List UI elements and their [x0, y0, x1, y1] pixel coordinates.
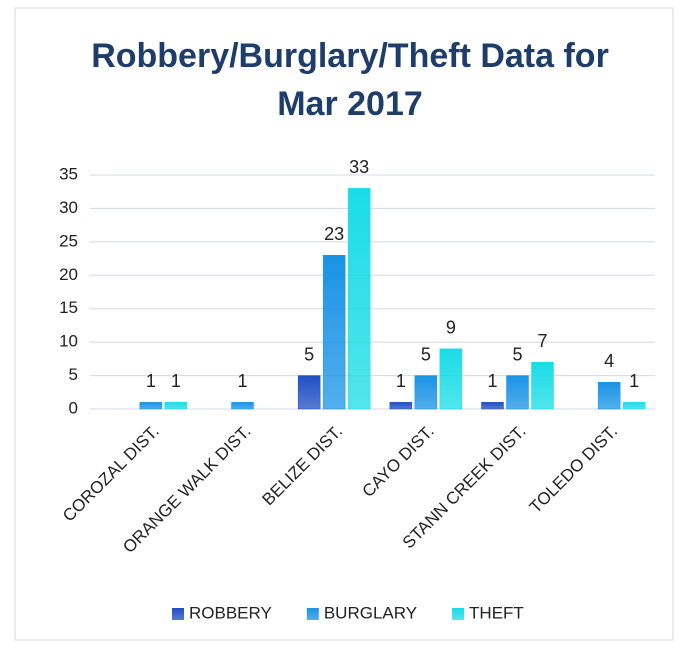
legend-label: BURGLARY — [324, 603, 417, 622]
data-label: 9 — [446, 318, 456, 338]
y-tick-label: 25 — [59, 231, 78, 250]
bar — [297, 375, 321, 410]
bar — [139, 402, 163, 410]
bar — [164, 402, 188, 410]
x-tick-label: TOLEDO DIST. — [526, 422, 621, 517]
chart-border — [14, 7, 674, 641]
data-label: 1 — [146, 371, 156, 391]
y-tick-label: 30 — [59, 198, 78, 217]
data-label: 1 — [237, 371, 247, 391]
bar — [506, 375, 529, 410]
bar — [414, 375, 438, 410]
bar — [481, 402, 504, 410]
bar — [389, 402, 413, 410]
legend-label: THEFT — [469, 603, 524, 622]
y-tick-label: 20 — [59, 265, 78, 284]
legend-label: ROBBERY — [189, 603, 272, 622]
data-label: 1 — [396, 371, 406, 391]
data-label: 1 — [629, 371, 639, 391]
legend-swatch — [452, 608, 465, 620]
data-label: 23 — [324, 224, 344, 244]
y-tick-label: 35 — [59, 164, 78, 183]
y-tick-label: 5 — [69, 365, 78, 384]
x-tick-label: COROZAL DIST. — [59, 422, 163, 526]
x-tick-label: BELIZE DIST. — [259, 422, 347, 510]
bar — [439, 348, 463, 410]
bar — [622, 402, 646, 410]
data-label: 5 — [304, 344, 314, 364]
data-label: 5 — [512, 344, 522, 364]
chart-title: Robbery/Burglary/Theft Data for Mar 2017 — [91, 37, 609, 123]
bar — [597, 382, 621, 410]
y-tick-label: 15 — [59, 298, 78, 317]
data-label: 33 — [349, 157, 369, 177]
bar — [531, 361, 554, 410]
bar — [231, 402, 254, 410]
y-tick-label: 0 — [69, 398, 78, 417]
bar — [322, 254, 346, 410]
y-tick-label: 10 — [59, 332, 78, 351]
x-tick-label: CAYO DIST. — [358, 422, 437, 501]
data-label: 4 — [604, 351, 614, 371]
legend-swatch — [306, 608, 319, 620]
bar — [347, 188, 371, 410]
data-label: 5 — [421, 344, 431, 364]
data-label: 7 — [537, 331, 547, 351]
data-label: 1 — [171, 371, 181, 391]
data-label: 1 — [487, 371, 497, 391]
legend-swatch — [172, 608, 184, 620]
